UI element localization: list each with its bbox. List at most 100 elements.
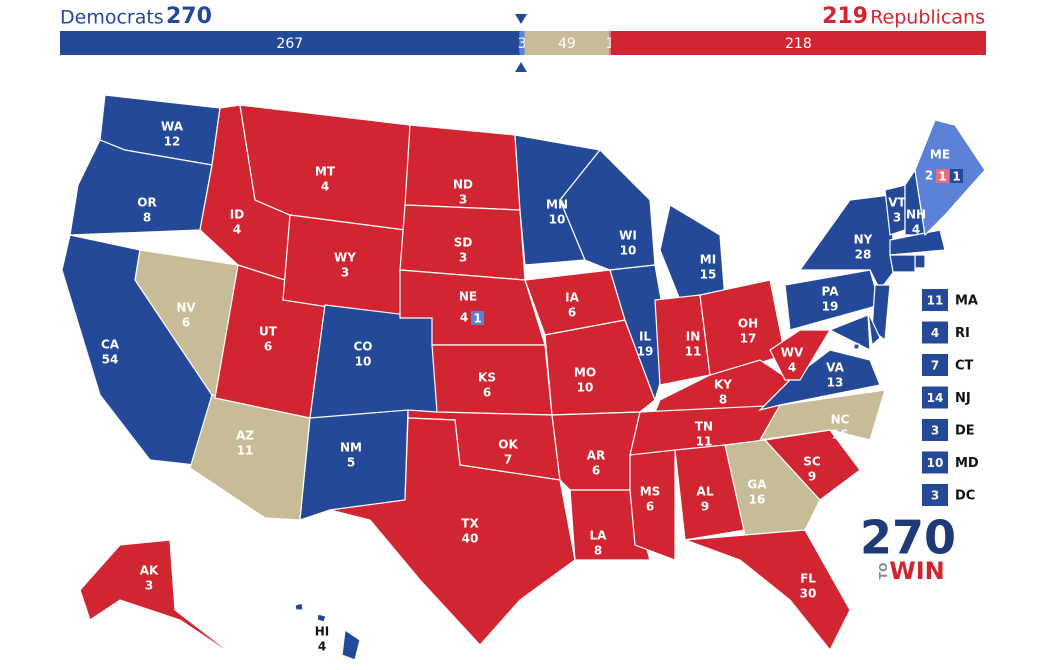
state-abbr: OK bbox=[498, 438, 518, 452]
state-abbr: ME bbox=[930, 148, 950, 162]
state-votes: 4 bbox=[321, 180, 329, 194]
state-abbr: HI bbox=[315, 625, 330, 639]
state-box bbox=[922, 484, 948, 506]
state-box bbox=[922, 451, 948, 474]
state-votes: 16 bbox=[749, 493, 766, 507]
state-abbr: WY bbox=[334, 251, 356, 265]
state-abbr: MS bbox=[640, 485, 661, 499]
states bbox=[61, 94, 986, 661]
state-abbr: NV bbox=[176, 301, 196, 315]
state-shape bbox=[769, 329, 832, 381]
state-shape bbox=[914, 254, 926, 269]
state-votes: 28 bbox=[855, 248, 872, 262]
state-votes: 16 bbox=[832, 428, 849, 442]
state-abbr: ID bbox=[230, 208, 244, 222]
state-votes: 6 bbox=[483, 386, 491, 400]
state-votes: 5 bbox=[347, 456, 355, 470]
majority-marker bbox=[515, 14, 527, 24]
state-abbr: MA bbox=[955, 294, 978, 309]
state-shape bbox=[828, 314, 871, 351]
bar-segment bbox=[519, 31, 525, 55]
state-votes: 15 bbox=[700, 268, 717, 282]
district-box bbox=[950, 169, 963, 183]
state-votes: 7 bbox=[931, 359, 939, 373]
state-abbr: NE bbox=[459, 290, 477, 304]
state-votes: 11 bbox=[696, 435, 713, 449]
state-abbr: AZ bbox=[236, 429, 254, 443]
state-abbr: IA bbox=[565, 291, 579, 305]
state-abbr: WA bbox=[161, 120, 184, 134]
state-abbr: DE bbox=[955, 424, 975, 439]
state-votes: 9 bbox=[701, 500, 709, 514]
state-votes: 3 bbox=[931, 424, 939, 438]
bar-label: 1 bbox=[605, 36, 614, 52]
state-abbr: IN bbox=[686, 330, 701, 344]
state-abbr: LA bbox=[590, 529, 608, 543]
state-votes: 8 bbox=[143, 211, 151, 225]
state-abbr: DC bbox=[955, 489, 975, 504]
logo-number: 270 bbox=[860, 511, 956, 565]
state-abbr: GA bbox=[747, 478, 767, 492]
state-votes: 7 bbox=[504, 453, 512, 467]
bar-segment bbox=[609, 31, 611, 55]
bar-segment bbox=[524, 31, 610, 55]
state-abbr: MD bbox=[955, 456, 979, 471]
state-shape bbox=[629, 449, 676, 561]
state-votes: 40 bbox=[462, 532, 479, 546]
state-abbr: VA bbox=[826, 361, 844, 375]
state-votes: 10 bbox=[549, 213, 566, 227]
state-votes: 3 bbox=[893, 211, 901, 225]
state-votes: 54 bbox=[102, 353, 119, 367]
state-votes: 8 bbox=[719, 393, 727, 407]
state-votes: 3 bbox=[145, 579, 153, 593]
state-abbr: MT bbox=[315, 165, 336, 179]
state-shape bbox=[871, 284, 891, 342]
state-votes: 19 bbox=[637, 345, 654, 359]
rep-total: 219 bbox=[822, 4, 868, 29]
bar-segment bbox=[610, 31, 986, 55]
state-abbr: RI bbox=[955, 326, 970, 341]
state-abbr: CO bbox=[353, 340, 372, 354]
state-votes: 4 bbox=[460, 311, 468, 325]
state-votes: 11 bbox=[237, 444, 254, 458]
state-votes: 10 bbox=[927, 456, 944, 470]
state-abbr: UT bbox=[259, 325, 278, 339]
logo-win: WIN bbox=[889, 557, 945, 585]
state-abbr: KY bbox=[714, 378, 732, 392]
state-abbr: OH bbox=[738, 317, 758, 331]
state-shape bbox=[316, 613, 327, 623]
bar-label: 218 bbox=[785, 36, 812, 52]
state-votes: 6 bbox=[568, 306, 576, 320]
state-abbr: CA bbox=[101, 338, 120, 352]
state-abbr: AR bbox=[587, 449, 606, 463]
state-votes: 4 bbox=[931, 326, 939, 340]
state-box bbox=[922, 321, 948, 344]
rep-label: Republicans bbox=[870, 7, 985, 29]
state-shape bbox=[329, 417, 576, 646]
state-votes: 10 bbox=[577, 381, 594, 395]
state-abbr: CT bbox=[955, 359, 974, 374]
logo: 270 TO WIN bbox=[860, 511, 956, 586]
district-box bbox=[936, 169, 949, 183]
state-votes: 6 bbox=[592, 464, 600, 478]
state-votes: 11 bbox=[685, 345, 702, 359]
district-box bbox=[471, 311, 484, 325]
state-votes: 6 bbox=[264, 340, 272, 354]
state-abbr: NH bbox=[906, 208, 926, 222]
state-votes: 4 bbox=[233, 223, 241, 237]
state-votes: 3 bbox=[459, 193, 467, 207]
state-abbr: OR bbox=[137, 196, 156, 210]
state-abbr: NM bbox=[340, 441, 362, 455]
state-votes: 3 bbox=[459, 251, 467, 265]
state-abbr: WV bbox=[781, 346, 804, 360]
state-votes: 2 bbox=[925, 169, 933, 183]
state-shape bbox=[569, 489, 651, 561]
state-votes: 3 bbox=[931, 489, 939, 503]
state-shape bbox=[684, 529, 851, 652]
state-votes: 13 bbox=[827, 376, 844, 390]
state-votes: 4 bbox=[788, 361, 796, 375]
state-votes: 19 bbox=[822, 300, 839, 314]
state-votes: 9 bbox=[808, 470, 816, 484]
state-votes: 11 bbox=[927, 294, 944, 308]
